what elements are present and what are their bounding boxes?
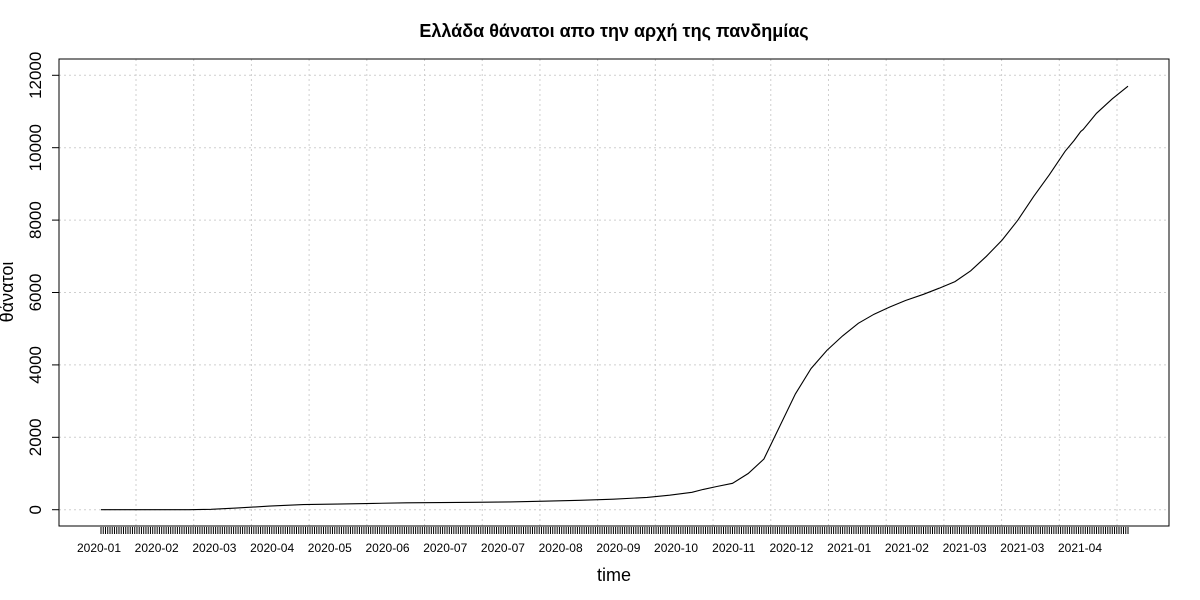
x-tick-label: 2021-02 bbox=[885, 541, 929, 555]
x-tick-label: 2021-04 bbox=[1058, 541, 1102, 555]
x-tick-label: 2020-12 bbox=[769, 541, 813, 555]
x-tick-label: 2020-01 bbox=[77, 541, 121, 555]
y-tick-label: 8000 bbox=[26, 201, 45, 239]
y-tick-label: 12000 bbox=[26, 52, 45, 99]
x-tick-label: 2020-05 bbox=[308, 541, 352, 555]
y-axis-title: θάνατοι bbox=[0, 262, 17, 323]
x-tick-label: 2021-03 bbox=[943, 541, 987, 555]
x-tick-label: 2020-10 bbox=[654, 541, 698, 555]
x-tick-label: 2020-02 bbox=[135, 541, 179, 555]
x-axis-title: time bbox=[597, 565, 631, 585]
y-axis: 0 2000 4000 6000 8000 10000 12000 bbox=[26, 52, 59, 514]
x-tick-label: 2020-07 bbox=[481, 541, 525, 555]
x-tick-label: 2020-03 bbox=[192, 541, 236, 555]
x-axis: 2020-01 2020-02 2020-03 2020-04 2020-05 2020-… bbox=[77, 541, 1102, 555]
y-tick-label: 4000 bbox=[26, 346, 45, 384]
x-tick-label: 2020-06 bbox=[366, 541, 410, 555]
x-tick-label: 2021-03 bbox=[1000, 541, 1044, 555]
y-tick-label: 10000 bbox=[26, 124, 45, 171]
y-tick-label: 0 bbox=[26, 505, 45, 514]
y-tick-label: 6000 bbox=[26, 274, 45, 312]
x-tick-label: 2020-09 bbox=[596, 541, 640, 555]
x-minor-ticks bbox=[100, 527, 1129, 534]
grid bbox=[59, 59, 1169, 526]
x-tick-label: 2020-11 bbox=[712, 541, 755, 555]
chart-title: Ελλάδα θάνατοι απο την αρχή της πανδημία… bbox=[419, 21, 808, 41]
x-tick-label: 2020-07 bbox=[423, 541, 467, 555]
y-tick-label: 2000 bbox=[26, 418, 45, 456]
x-tick-label: 2020-08 bbox=[539, 541, 583, 555]
series-line-deaths bbox=[101, 85, 1129, 511]
x-tick-label: 2020-04 bbox=[250, 541, 294, 555]
x-tick-label: 2021-01 bbox=[827, 541, 871, 555]
